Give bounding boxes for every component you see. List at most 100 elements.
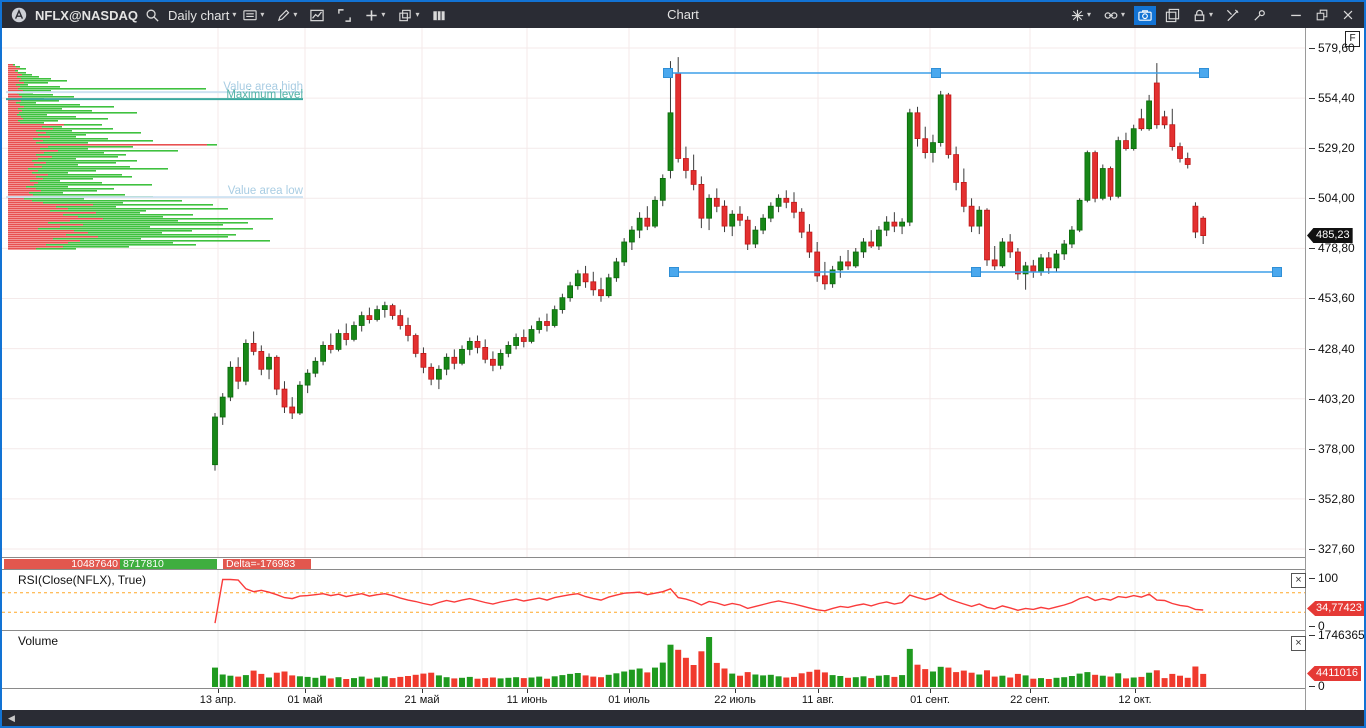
date-tick-mark — [629, 689, 630, 693]
chart-type-button[interactable]: ▾ — [239, 6, 267, 25]
date-tick-label: 01 май — [287, 694, 323, 706]
minimize-button[interactable] — [1286, 6, 1306, 24]
date-tick-label: 01 сент. — [910, 694, 950, 706]
main-chart-pane: Value area high Maximum level Value area… — [2, 28, 1305, 557]
value-area-low-label: Value area low — [228, 185, 304, 197]
chevron-down-icon: ▾ — [260, 10, 265, 19]
date-tick-mark — [305, 689, 306, 693]
date-tick-label: 01 июль — [608, 694, 650, 706]
date-tick-label: 22 июль — [714, 694, 756, 706]
chevron-down-icon: ▾ — [381, 10, 386, 19]
volume-indicator-label: Volume — [16, 634, 61, 648]
volume-axis-min: 0 — [1309, 679, 1325, 693]
indicator-button[interactable] — [306, 6, 328, 25]
volume-close-icon[interactable]: × — [1291, 636, 1306, 651]
price-axis[interactable]: F 485,23 100 34,77423 0 17463652 4411016… — [1305, 28, 1364, 710]
scroll-left-icon[interactable] — [8, 711, 15, 725]
value-area-lines: Value area high Maximum level Value area… — [6, 81, 304, 199]
ray-handle[interactable] — [931, 68, 941, 78]
rsi-axis-min: 0 — [1309, 619, 1325, 633]
window-title: Chart — [667, 7, 699, 22]
ray-handle[interactable] — [971, 267, 981, 277]
date-axis[interactable]: 13 апр. 01 май 21 май 11 июнь 01 июль 22 июль… — [2, 688, 1305, 710]
ray-handle[interactable] — [1199, 68, 1209, 78]
app-logo-icon[interactable] — [8, 5, 30, 25]
chevron-down-icon: ▾ — [1208, 10, 1213, 19]
bottom-scroll-bar — [2, 710, 1364, 726]
add-button[interactable]: ▾ — [361, 6, 388, 25]
ray-handle[interactable] — [669, 267, 679, 277]
rsi-line — [214, 578, 1204, 624]
price-tick-label: 453,60 — [1309, 291, 1355, 305]
price-tick-label: 352,80 — [1309, 492, 1355, 506]
period-label: Daily chart — [167, 7, 230, 23]
rsi-indicator-label: RSI(Close(NFLX), True) — [16, 573, 149, 587]
rsi-value-badge: 34,77423 — [1307, 601, 1364, 616]
date-tick-mark — [218, 689, 219, 693]
clone-button[interactable] — [1162, 6, 1183, 25]
volume-value-badge: 4411016 — [1307, 666, 1362, 681]
templates-button[interactable]: ▾ — [394, 6, 422, 25]
price-tick-label: 478,80 — [1309, 241, 1355, 255]
ray-handle[interactable] — [663, 68, 673, 78]
ray-handle[interactable] — [1272, 267, 1282, 277]
current-price-badge: 485,23 — [1307, 228, 1353, 243]
date-tick-mark — [735, 689, 736, 693]
restore-button[interactable] — [1312, 6, 1332, 24]
date-tick-mark — [930, 689, 931, 693]
candles — [212, 57, 1207, 471]
maximum-level-label: Maximum level — [226, 89, 303, 101]
fixed-scale-button[interactable]: F — [1345, 31, 1360, 47]
cluster-stats-bar: 10487640 8717810 Delta=-176983 — [2, 557, 1305, 569]
price-tick-label: 529,20 — [1309, 141, 1355, 155]
search-icon[interactable] — [142, 6, 163, 25]
price-tick-label: 504,00 — [1309, 191, 1355, 205]
toolbar: NFLX@NASDAQ Daily chart ▾ ▾ ▾ — [2, 2, 1364, 28]
close-button[interactable] — [1338, 6, 1358, 24]
snap-button[interactable]: ▾ — [1067, 6, 1094, 25]
rsi-pane — [2, 569, 1305, 630]
price-tick-label: 403,20 — [1309, 392, 1355, 406]
date-tick-label: 12 окт. — [1118, 694, 1152, 706]
rsi-close-icon[interactable]: × — [1291, 573, 1306, 588]
value-area-high-label: Value area high — [223, 81, 303, 93]
date-tick-label: 11 авг. — [801, 694, 835, 706]
date-tick-mark — [527, 689, 528, 693]
date-tick-mark — [422, 689, 423, 693]
link-button[interactable]: ▾ — [1100, 6, 1128, 25]
price-tick-label: 378,00 — [1309, 442, 1355, 456]
lock-button[interactable]: ▾ — [1189, 6, 1216, 25]
panels-button[interactable] — [428, 6, 450, 25]
chevron-down-icon: ▾ — [1120, 10, 1125, 19]
rsi-axis-max: 100 — [1308, 571, 1339, 585]
chevron-down-icon: ▾ — [232, 10, 237, 19]
volume-axis-max: 17463652 — [1308, 628, 1364, 642]
price-tick-label: 327,60 — [1309, 542, 1355, 556]
pin-button[interactable] — [1249, 6, 1270, 25]
chevron-down-icon: ▾ — [415, 10, 420, 19]
symbol-label[interactable]: NFLX@NASDAQ — [35, 7, 138, 23]
bid-volume-stat: 10487640 — [4, 559, 120, 569]
chevron-down-icon: ▾ — [293, 10, 298, 19]
date-tick-mark — [818, 689, 819, 693]
chevron-down-icon: ▾ — [1086, 10, 1091, 19]
tools-button[interactable] — [1222, 6, 1243, 25]
drawing-tools-button[interactable]: ▾ — [273, 6, 300, 25]
date-tick-label: 11 июнь — [506, 694, 548, 706]
period-selector[interactable]: Daily chart ▾ — [163, 6, 239, 25]
date-tick-mark — [1135, 689, 1136, 693]
price-tick-label: 428,40 — [1309, 342, 1355, 356]
volume-pane — [2, 630, 1305, 688]
volume-bars — [212, 637, 1207, 687]
price-tick-label: 579,60 — [1309, 41, 1355, 55]
delta-stat: Delta=-176983 — [223, 559, 311, 569]
ask-volume-stat: 8717810 — [120, 559, 217, 569]
horizontal-ray[interactable] — [669, 267, 1282, 277]
date-tick-label: 21 май — [404, 694, 440, 706]
date-tick-label: 22 сент. — [1010, 694, 1050, 706]
contour-tool-button[interactable] — [334, 6, 355, 25]
date-tick-mark — [1030, 689, 1031, 693]
price-tick-label: 554,40 — [1309, 91, 1355, 105]
horizontal-ray[interactable] — [663, 68, 1209, 78]
screenshot-button[interactable] — [1133, 5, 1156, 25]
